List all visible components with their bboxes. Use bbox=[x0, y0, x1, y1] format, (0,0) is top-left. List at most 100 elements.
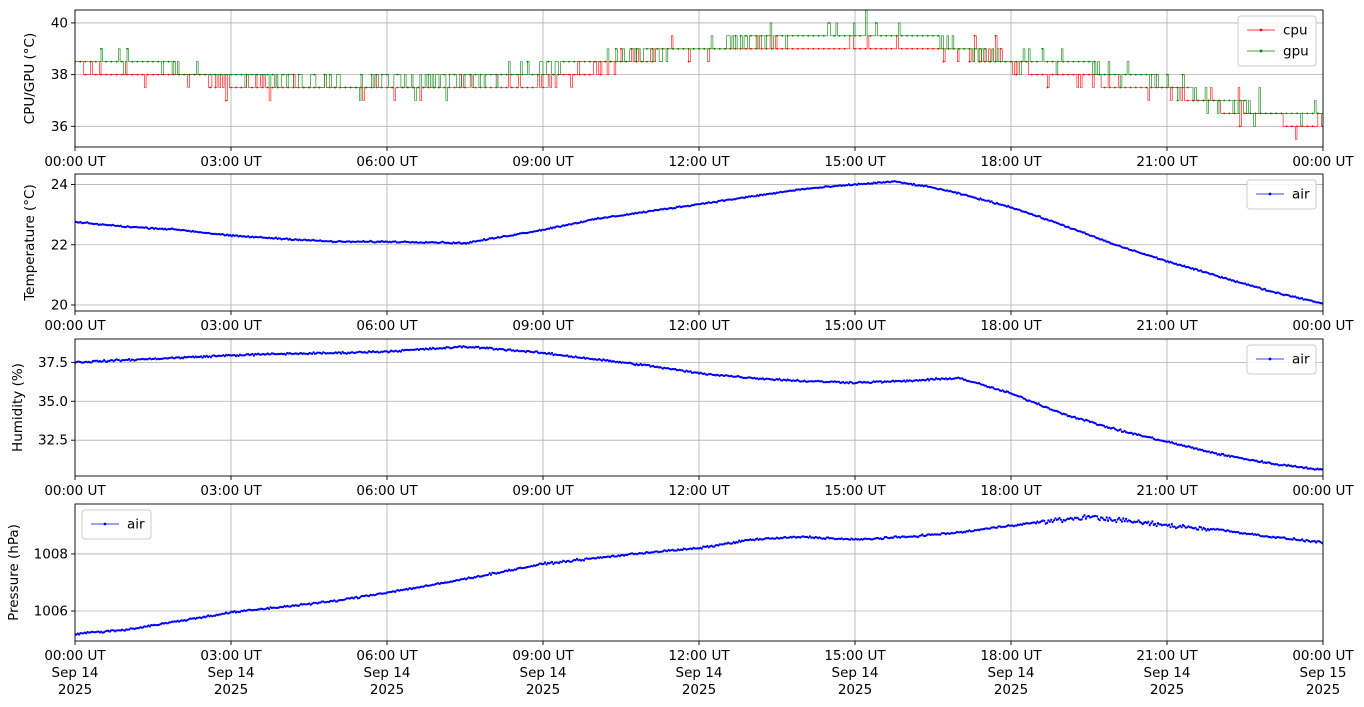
data-point bbox=[822, 47, 825, 50]
data-point bbox=[1051, 60, 1054, 63]
data-point bbox=[1151, 520, 1154, 523]
data-point bbox=[1195, 447, 1198, 450]
x-axis: 00:00 UT 03:00 UT 06:00 UT 09:00 UT 12:00 UT… bbox=[44, 476, 1354, 499]
data-point bbox=[167, 60, 170, 63]
x-tick-label: 03:00 UT bbox=[200, 154, 262, 170]
data-point bbox=[1123, 520, 1126, 523]
data-point bbox=[869, 47, 872, 50]
legend-label-air: air bbox=[1292, 187, 1310, 203]
data-point bbox=[495, 86, 498, 89]
data-point bbox=[1021, 523, 1024, 527]
data-point bbox=[1084, 517, 1087, 520]
data-point bbox=[734, 34, 737, 37]
data-point bbox=[1173, 525, 1176, 528]
data-point bbox=[1062, 224, 1065, 227]
data-point bbox=[1122, 517, 1125, 520]
data-point bbox=[1015, 60, 1018, 63]
data-point bbox=[1051, 73, 1054, 76]
data-point bbox=[1244, 282, 1247, 285]
legend: air bbox=[81, 509, 152, 540]
data-point bbox=[900, 34, 903, 37]
data-point bbox=[205, 354, 208, 357]
data-point bbox=[999, 60, 1002, 63]
data-point bbox=[1119, 86, 1122, 89]
data-point bbox=[1115, 521, 1118, 524]
data-point bbox=[1199, 269, 1203, 272]
data-point bbox=[505, 86, 508, 89]
y-tick-label: 32.5 bbox=[38, 433, 68, 449]
data-point bbox=[1145, 522, 1148, 525]
data-point bbox=[84, 60, 87, 63]
data-point bbox=[706, 544, 709, 548]
data-point bbox=[110, 60, 113, 63]
data-point bbox=[233, 610, 236, 613]
data-point bbox=[1292, 537, 1295, 540]
data-point bbox=[89, 60, 92, 63]
data-point bbox=[979, 197, 982, 200]
data-point bbox=[926, 377, 929, 380]
data-point bbox=[1195, 268, 1198, 271]
data-point bbox=[1228, 99, 1231, 102]
data-point bbox=[1067, 60, 1070, 63]
data-point bbox=[1095, 515, 1099, 518]
x-tick-label: 09:00 UT bbox=[512, 154, 574, 170]
data-point bbox=[968, 47, 971, 50]
data-point bbox=[1101, 516, 1104, 520]
panel-1: 00:00 UT 03:00 UT 06:00 UT 09:00 UT 12:00 UT… bbox=[22, 9, 1354, 170]
data-point bbox=[1058, 516, 1061, 520]
x-tick-year-label: 2025 bbox=[682, 682, 716, 698]
data-point bbox=[444, 347, 447, 350]
data-point bbox=[526, 86, 529, 89]
data-point bbox=[224, 99, 227, 102]
x-tick-label: 00:00 UT bbox=[1292, 483, 1354, 499]
data-point bbox=[756, 537, 759, 540]
y-tick-label: 40 bbox=[51, 15, 68, 31]
series-markers-gpu bbox=[75, 10, 1323, 128]
data-point bbox=[115, 73, 118, 76]
data-point bbox=[349, 86, 352, 89]
data-point bbox=[1134, 73, 1137, 76]
data-point bbox=[1140, 521, 1143, 525]
data-point bbox=[562, 73, 565, 76]
data-point bbox=[235, 86, 238, 89]
data-point bbox=[464, 73, 466, 76]
x-tick-year-label: 2025 bbox=[1150, 682, 1184, 698]
data-point bbox=[724, 47, 726, 50]
data-point bbox=[200, 355, 203, 358]
data-point bbox=[687, 47, 690, 50]
y-axis: 36 38 40 bbox=[51, 15, 75, 135]
data-point bbox=[406, 588, 409, 591]
data-point bbox=[1076, 516, 1079, 519]
data-point bbox=[1259, 112, 1262, 115]
data-point bbox=[266, 73, 269, 76]
data-point bbox=[1102, 424, 1105, 427]
data-point bbox=[583, 60, 586, 63]
data-point bbox=[1296, 125, 1298, 128]
x-tick-label: 21:00 UT bbox=[1136, 483, 1198, 499]
data-point bbox=[1036, 73, 1038, 76]
data-point bbox=[542, 562, 545, 566]
legend-label-air: air bbox=[1292, 352, 1310, 368]
data-point bbox=[341, 350, 344, 353]
data-point bbox=[178, 73, 180, 76]
data-point bbox=[776, 34, 778, 37]
data-point bbox=[1077, 60, 1080, 63]
data-point bbox=[738, 539, 741, 542]
data-point bbox=[1176, 99, 1179, 102]
y-tick-label: 37.5 bbox=[38, 355, 68, 371]
series-air bbox=[75, 514, 1323, 636]
data-point bbox=[651, 60, 654, 63]
legend-label-air: air bbox=[127, 517, 145, 533]
data-point bbox=[214, 86, 217, 89]
data-point bbox=[167, 73, 170, 76]
data-point bbox=[937, 34, 940, 37]
data-point bbox=[731, 542, 734, 545]
data-point bbox=[1080, 518, 1083, 521]
x-tick-date-label: Sep 14 bbox=[208, 665, 255, 681]
data-point bbox=[412, 86, 414, 89]
data-point bbox=[1306, 125, 1309, 128]
data-point bbox=[1154, 522, 1157, 525]
data-point bbox=[141, 73, 144, 76]
data-point bbox=[1192, 99, 1194, 102]
